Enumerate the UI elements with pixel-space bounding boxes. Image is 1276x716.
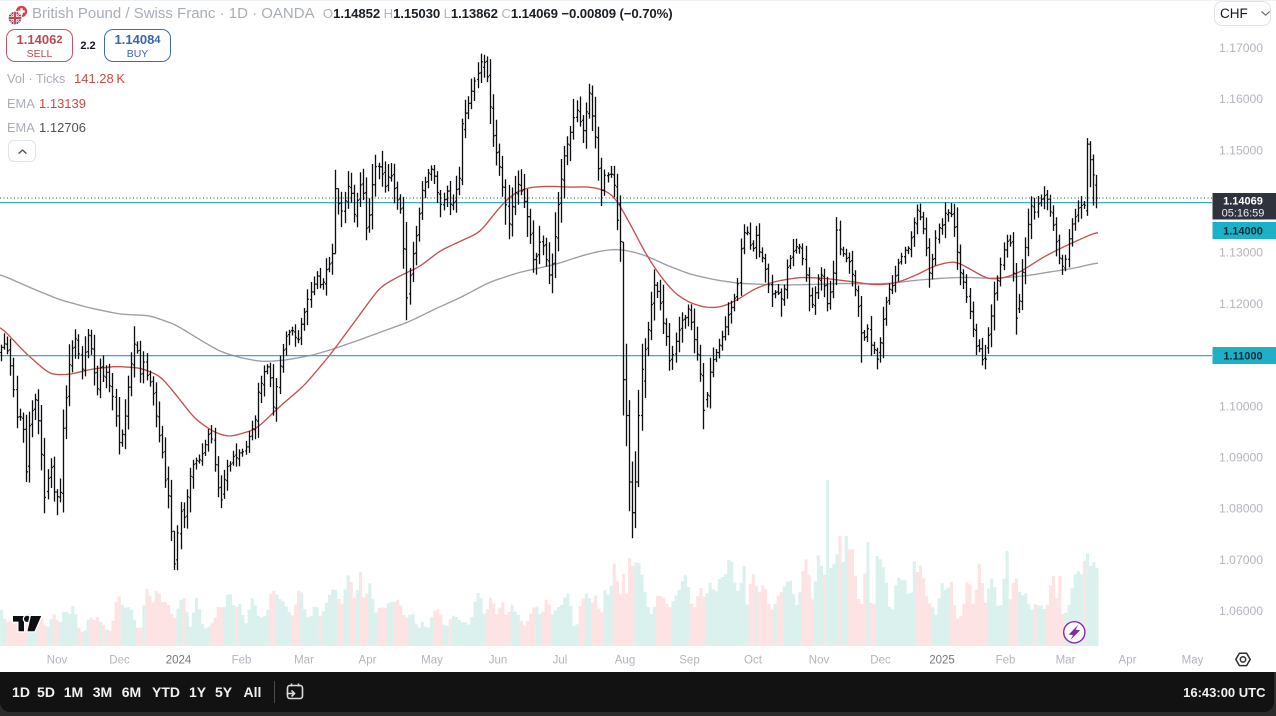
svg-text:May: May [421, 655, 443, 667]
svg-text:Nov: Nov [809, 655, 830, 667]
svg-text:1.14000: 1.14000 [1223, 226, 1263, 238]
svg-text:Apr: Apr [1119, 655, 1137, 667]
svg-text:Jul: Jul [553, 655, 568, 667]
svg-text:1.12000: 1.12000 [1219, 297, 1263, 311]
svg-text:Sep: Sep [679, 655, 699, 667]
svg-text:1.09000: 1.09000 [1219, 450, 1263, 464]
svg-text:Feb: Feb [996, 655, 1016, 667]
svg-text:Apr: Apr [359, 655, 377, 667]
svg-text:Jun: Jun [489, 655, 508, 667]
svg-text:1.08000: 1.08000 [1219, 502, 1263, 516]
svg-text:2024: 2024 [166, 655, 192, 667]
svg-text:Dec: Dec [870, 655, 891, 667]
svg-text:Mar: Mar [294, 655, 314, 667]
svg-text:Aug: Aug [615, 655, 635, 667]
svg-text:1.17000: 1.17000 [1219, 41, 1263, 55]
svg-text:1.13000: 1.13000 [1219, 246, 1263, 260]
svg-text:1.06000: 1.06000 [1219, 604, 1263, 618]
svg-text:2025: 2025 [929, 655, 955, 667]
svg-text:Nov: Nov [47, 655, 68, 667]
svg-text:1.16000: 1.16000 [1219, 92, 1263, 106]
svg-text:1.11000: 1.11000 [1223, 351, 1262, 363]
svg-text:Mar: Mar [1056, 655, 1076, 667]
svg-text:Dec: Dec [109, 655, 130, 667]
svg-text:1.10000: 1.10000 [1219, 399, 1263, 413]
svg-text:Oct: Oct [744, 655, 763, 667]
svg-text:1.14069: 1.14069 [1223, 196, 1263, 208]
svg-text:May: May [1182, 655, 1204, 667]
svg-text:05:16:59: 05:16:59 [1222, 208, 1265, 220]
svg-text:Feb: Feb [232, 655, 252, 667]
svg-text:1.15000: 1.15000 [1219, 143, 1263, 157]
svg-text:1.07000: 1.07000 [1219, 553, 1263, 567]
